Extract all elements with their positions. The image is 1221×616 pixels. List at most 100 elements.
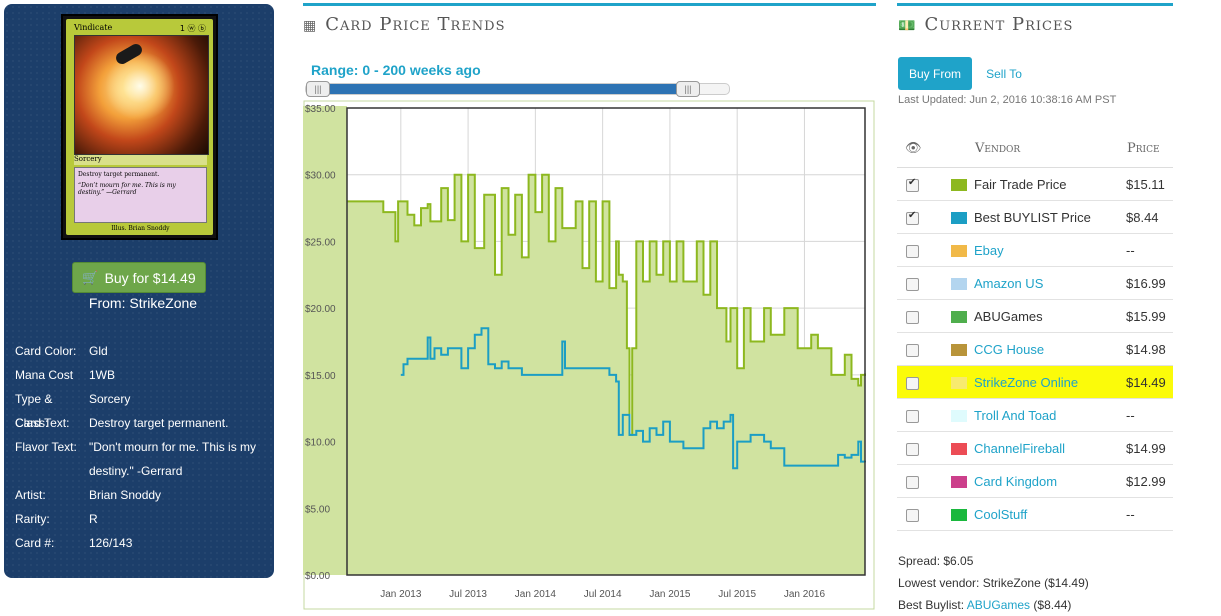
x-tick-label: Jul 2015 — [718, 589, 756, 600]
vendor-checkbox[interactable] — [906, 376, 919, 390]
shopping-cart-icon: 🛒 — [82, 269, 99, 285]
last-updated-text: Last Updated: Jun 2, 2016 10:38:16 AM PS… — [898, 94, 1117, 106]
calendar-icon: ▦ — [303, 18, 318, 34]
card-rules-text: Destroy target permanent. — [78, 171, 160, 178]
price-summary: Spread: $6.05 Lowest vendor: StrikeZone … — [898, 550, 1089, 616]
buy-from-vendor: From: StrikeZone — [88, 295, 198, 311]
price-header: Price — [1126, 130, 1173, 168]
price-chart: $0.00 $5.00 $10.00 $15.00 $20.00 $25.00 $30.00… — [303, 100, 875, 610]
vendor-checkbox[interactable] — [906, 442, 919, 456]
vendor-checkbox[interactable] — [906, 277, 919, 291]
detail-key: Artist: — [15, 488, 46, 502]
detail-key: Rarity: — [15, 512, 50, 526]
card-text-box: Destroy target permanent. “Don’t mourn f… — [74, 167, 207, 223]
detail-key: Card Text: — [15, 416, 70, 430]
card-type-line: Sorcery — [74, 155, 207, 165]
y-tick-label: $25.00 — [305, 237, 336, 248]
spread-text: Spread: $6.05 — [898, 554, 974, 568]
vendor-price: -- — [1126, 233, 1173, 267]
vendor-checkbox[interactable] — [906, 177, 919, 192]
prices-title: 💵 Current Prices — [898, 14, 1074, 35]
y-tick-label: $35.00 — [305, 104, 336, 115]
current-prices-section: 💵 Current Prices Buy From Sell To Last Up… — [897, 0, 1173, 616]
vendor-checkbox[interactable] — [906, 310, 919, 324]
vendor-row: Card Kingdom $12.99 — [897, 464, 1173, 498]
vendor-price: $15.11 — [1126, 167, 1173, 201]
y-tick-label: $10.00 — [305, 438, 336, 449]
vendor-price: -- — [1126, 398, 1173, 432]
trends-title: ▦ Card Price Trends — [303, 14, 506, 35]
card-flavor-text: “Don’t mourn for me. This is my destiny.… — [78, 182, 176, 196]
vendor-row: Best BUYLIST Price $8.44 — [897, 200, 1173, 234]
vendor-name: Fair Trade Price — [974, 176, 1067, 192]
table-header-row: 👁 Vendor Price — [897, 130, 1173, 168]
vendor-color-swatch — [951, 311, 967, 324]
vendor-color-swatch — [951, 212, 967, 225]
vendor-name: ABUGames — [974, 308, 1043, 324]
y-tick-label: $15.00 — [305, 371, 336, 382]
y-tick-label: $30.00 — [305, 171, 336, 182]
best-buylist-link[interactable]: ABUGames — [966, 598, 1031, 612]
vendor-price: $12.99 — [1126, 464, 1173, 498]
vendor-checkbox[interactable] — [906, 343, 919, 357]
vendor-checkbox[interactable] — [906, 508, 919, 522]
vendor-checkbox[interactable] — [906, 244, 919, 258]
vendor-name[interactable]: CCG House — [974, 341, 1045, 357]
series-area-fill — [347, 174, 865, 575]
card-name-text: Vindicate — [74, 23, 113, 32]
vendor-color-swatch — [951, 443, 967, 456]
vendor-name[interactable]: Ebay — [974, 242, 1004, 258]
vendor-name: Best BUYLIST Price — [974, 209, 1091, 225]
detail-value: 126/143 — [89, 536, 133, 550]
vendor-color-swatch — [951, 179, 967, 192]
vendor-name[interactable]: ChannelFireball — [974, 440, 1066, 456]
vendor-color-swatch — [951, 410, 967, 423]
x-tick-label: Jan 2016 — [784, 589, 826, 600]
vendor-price: $15.99 — [1126, 299, 1173, 333]
range-handle-right[interactable]: ||| — [676, 81, 700, 97]
vendor-price: -- — [1126, 497, 1173, 531]
card-mana-symbols: 1 ⓦ ⓑ — [179, 24, 206, 33]
banknote-icon: 💵 — [898, 18, 917, 34]
range-slider[interactable]: ||| ||| — [305, 81, 730, 97]
vendor-color-swatch — [951, 476, 967, 489]
vendor-price: $16.99 — [1126, 266, 1173, 300]
card-info-panel: Vindicate 1 ⓦ ⓑ Sorcery Destroy target p… — [4, 4, 274, 578]
vendor-name[interactable]: Card Kingdom — [974, 473, 1058, 489]
range-slider-fill — [316, 84, 688, 94]
buy-button[interactable]: 🛒 Buy for $14.49 — [72, 262, 206, 293]
eye-icon: 👁 — [897, 130, 946, 168]
card-image[interactable]: Vindicate 1 ⓦ ⓑ Sorcery Destroy target p… — [61, 14, 218, 240]
vendor-color-swatch — [951, 509, 967, 522]
vendor-name[interactable]: Troll And Toad — [974, 407, 1057, 423]
vendor-row: Amazon US $16.99 — [897, 266, 1173, 300]
x-tick-label: Jan 2013 — [380, 589, 422, 600]
vendor-row: CoolStuff -- — [897, 497, 1173, 531]
vendor-row: Ebay -- — [897, 233, 1173, 267]
vendor-name[interactable]: StrikeZone Online — [974, 374, 1079, 390]
vendor-name[interactable]: Amazon US — [974, 275, 1044, 291]
detail-value: Gld — [89, 344, 108, 358]
section-rule — [303, 3, 876, 6]
best-buylist-text: Best Buylist: ABUGames ($8.44) — [898, 598, 1072, 612]
vendor-name[interactable]: CoolStuff — [974, 506, 1028, 522]
vendor-checkbox[interactable] — [906, 210, 919, 225]
range-handle-left[interactable]: ||| — [306, 81, 330, 97]
vendor-color-swatch — [951, 344, 967, 357]
vendor-row: ChannelFireball $14.99 — [897, 431, 1173, 465]
detail-value: R — [89, 512, 98, 526]
detail-key: Mana Cost — [15, 368, 74, 382]
card-art — [74, 35, 209, 155]
vendor-checkbox[interactable] — [906, 409, 919, 423]
vendor-color-swatch — [951, 278, 967, 291]
detail-value: 1WB — [89, 368, 116, 382]
series-line — [400, 327, 866, 470]
card-artist-line: Illus. Brian Snoddy — [111, 225, 170, 232]
tab-buy-from[interactable]: Buy From — [898, 57, 972, 90]
x-tick-label: Jul 2014 — [584, 589, 622, 600]
y-tick-label: $20.00 — [305, 304, 336, 315]
tab-sell-to[interactable]: Sell To — [986, 66, 1022, 81]
vendor-checkbox[interactable] — [906, 475, 919, 489]
detail-key: Type & Class: — [15, 392, 53, 430]
x-tick-label: Jan 2014 — [515, 589, 557, 600]
